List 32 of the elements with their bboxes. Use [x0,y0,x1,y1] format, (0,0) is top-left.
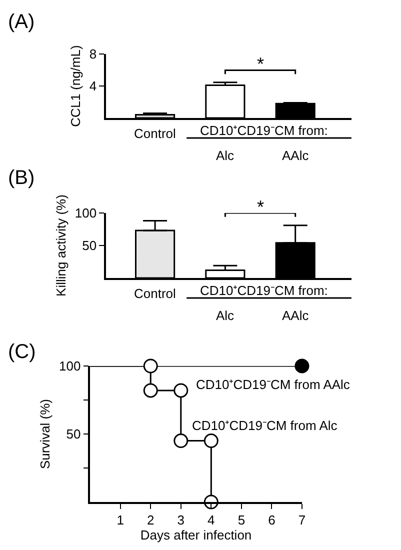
annotation: CD10⁺CD19⁻CM from Alc [192,418,338,433]
annotation: CD10⁺CD19⁻CM from AAlc [196,377,350,392]
chart-title: (A) [8,11,35,33]
y-tick-label: 50 [66,426,81,442]
x-tick-label: 6 [268,512,276,528]
x-tick-label: 2 [147,512,154,528]
y-tick-label: 4 [89,78,97,94]
y-axis-title: CCL1 (ng/mL) [68,45,83,127]
x-tick-label: 5 [238,512,246,528]
x-tick-label: 4 [208,512,215,528]
y-axis-title: Killing activity (%) [53,194,68,296]
y-axis-title: Survival (%) [37,398,52,470]
annotation: * [257,197,264,217]
x-tick-label: Control [134,126,176,141]
x-axis-title: Days after infection [140,527,252,542]
y-tick-label: 50 [82,238,97,254]
x-tick-label: AAlc [282,148,310,163]
y-tick-label: 100 [59,358,81,374]
y-tick-label: 8 [89,46,97,62]
x-tick-label: 3 [177,512,185,528]
annotation: * [257,54,264,74]
text: CD10⁺CD19⁻CM from: [200,283,328,298]
text: CD10⁺CD19⁻CM from: [200,123,328,138]
x-tick-label: Alc [216,148,235,163]
x-tick-label: 1 [116,512,124,528]
y-tick-label: 100 [74,206,97,221]
x-tick-label: 7 [298,512,306,528]
x-tick-label: Control [134,286,176,301]
x-tick-label: Alc [216,308,235,323]
chart-title: (C) [8,341,36,363]
x-tick-label: AAlc [282,308,310,323]
chart-title: (B) [8,167,35,189]
